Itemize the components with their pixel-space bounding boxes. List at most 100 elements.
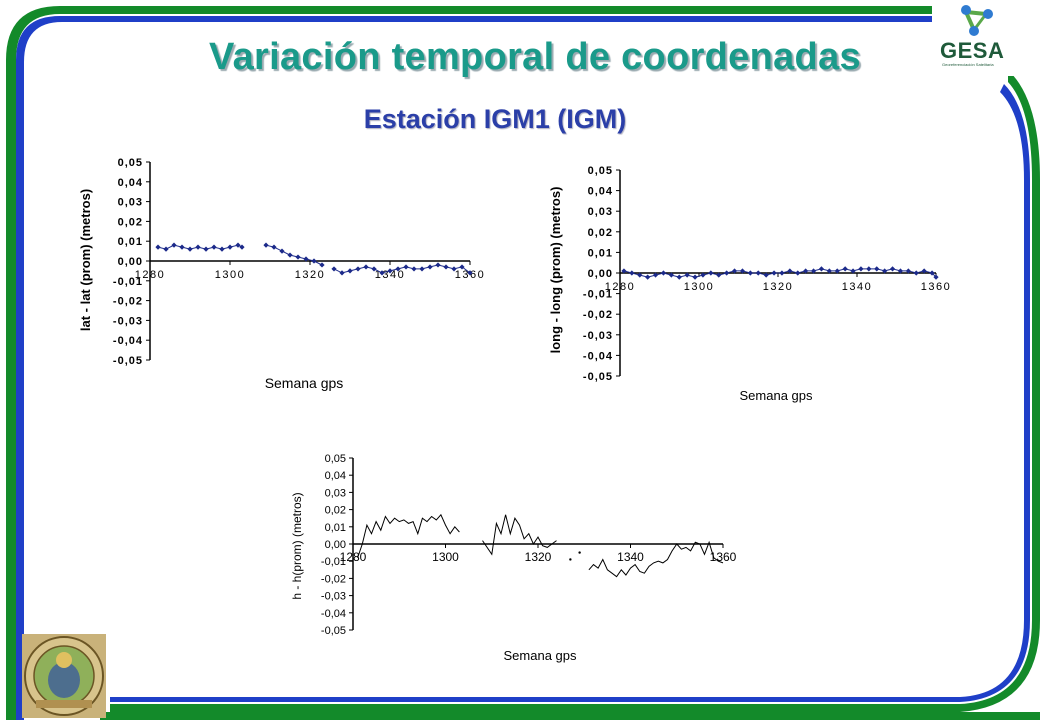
- data-point: [569, 558, 572, 561]
- data-point: [411, 266, 417, 272]
- x-tick-label: 1300: [215, 269, 245, 281]
- x-tick-label: 1340: [842, 281, 872, 293]
- x-tick-label: 1280: [605, 281, 635, 293]
- data-point: [355, 266, 361, 272]
- chart-xlabel: Semana gps: [740, 388, 813, 403]
- y-tick-label: 0,02: [118, 216, 143, 228]
- logo-word: GESA: [940, 38, 1005, 63]
- data-point: [403, 264, 409, 270]
- x-tick-label: 1280: [340, 550, 367, 564]
- data-point: [629, 270, 635, 276]
- data-point: [716, 272, 722, 278]
- data-point: [668, 272, 674, 278]
- data-point: [866, 266, 872, 272]
- y-tick-label: -0,05: [321, 625, 346, 637]
- data-point: [371, 266, 377, 272]
- y-tick-label: 0,02: [325, 505, 346, 517]
- data-point: [913, 270, 919, 276]
- series-line-segment: [482, 514, 557, 556]
- data-point: [395, 266, 401, 272]
- y-tick-label: 0,04: [118, 177, 143, 189]
- data-point: [303, 256, 309, 262]
- y-tick-label: -0,04: [113, 335, 143, 347]
- data-point: [676, 274, 682, 280]
- data-point: [155, 244, 161, 250]
- x-tick-label: 1320: [525, 550, 552, 564]
- data-point: [227, 244, 233, 250]
- x-tick-label: 1360: [710, 550, 737, 564]
- data-point: [331, 266, 337, 272]
- chart-ylabel: long - long (prom) (metros): [548, 187, 563, 354]
- data-point: [435, 262, 441, 268]
- university-seal-icon: [22, 634, 106, 718]
- data-point: [203, 246, 209, 252]
- data-point: [279, 248, 285, 254]
- y-tick-label: 0,05: [118, 157, 143, 169]
- x-tick-label: 1300: [684, 281, 714, 293]
- y-tick-label: -0,02: [113, 296, 143, 308]
- chart-ylabel: lat - lat (prom) (metros): [78, 189, 93, 331]
- data-point: [858, 266, 864, 272]
- data-point: [339, 270, 345, 276]
- x-tick-label: 1300: [432, 550, 459, 564]
- lat-chart: lat - lat (prom) (metros) Semana gps 0,0…: [78, 157, 485, 391]
- data-point: [187, 246, 193, 252]
- data-point: [652, 272, 659, 278]
- data-point: [451, 266, 457, 272]
- data-point: [724, 270, 730, 276]
- data-point: [834, 268, 840, 274]
- data-point: [419, 266, 425, 272]
- data-point: [219, 246, 225, 252]
- y-tick-label: -0,05: [113, 355, 143, 367]
- data-point: [195, 244, 201, 250]
- data-point: [810, 268, 817, 274]
- data-point: [459, 264, 465, 270]
- data-point: [747, 270, 753, 276]
- series-line-segment: [357, 513, 460, 558]
- data-point: [708, 270, 714, 276]
- data-point: [347, 268, 353, 274]
- y-tick-label: 0,01: [588, 247, 613, 259]
- data-point: [842, 266, 848, 272]
- data-point: [363, 264, 369, 270]
- data-point: [850, 268, 856, 274]
- data-point: [287, 252, 293, 258]
- data-point: [779, 270, 785, 276]
- data-point: [578, 551, 581, 554]
- data-point: [271, 244, 277, 250]
- y-tick-label: -0,04: [583, 350, 613, 362]
- data-point: [621, 268, 627, 274]
- data-point: [235, 242, 241, 248]
- data-point: [933, 274, 939, 280]
- x-tick-label: 1360: [455, 269, 485, 281]
- y-tick-label: -0,01: [583, 289, 613, 301]
- y-tick-label: -0,01: [113, 276, 143, 288]
- y-tick-label: 0,03: [118, 197, 143, 209]
- frame-bottom-green: [100, 712, 1040, 720]
- data-point: [379, 270, 385, 276]
- data-point: [295, 254, 301, 260]
- data-point: [929, 270, 935, 276]
- data-point: [905, 268, 911, 274]
- data-point: [263, 242, 269, 248]
- data-point: [889, 266, 896, 272]
- x-tick-label: 1320: [763, 281, 793, 293]
- chart-ylabel: h - h(prom) (metros): [290, 492, 304, 599]
- chart-xlabel: Semana gps: [265, 375, 344, 391]
- data-point: [818, 266, 825, 272]
- y-tick-label: 0,04: [325, 470, 346, 482]
- data-point: [211, 244, 217, 250]
- data-point: [874, 266, 880, 272]
- y-tick-label: -0,03: [583, 330, 613, 342]
- gesa-network-icon: [961, 5, 993, 36]
- data-point: [826, 268, 832, 274]
- data-point: [763, 272, 769, 278]
- y-tick-label: 0,00: [325, 539, 346, 551]
- data-point: [684, 272, 690, 278]
- data-point: [692, 274, 698, 280]
- y-tick-label: 0,03: [325, 487, 346, 499]
- data-point: [897, 268, 904, 274]
- data-point: [319, 262, 325, 268]
- y-tick-label: 0,00: [588, 268, 613, 280]
